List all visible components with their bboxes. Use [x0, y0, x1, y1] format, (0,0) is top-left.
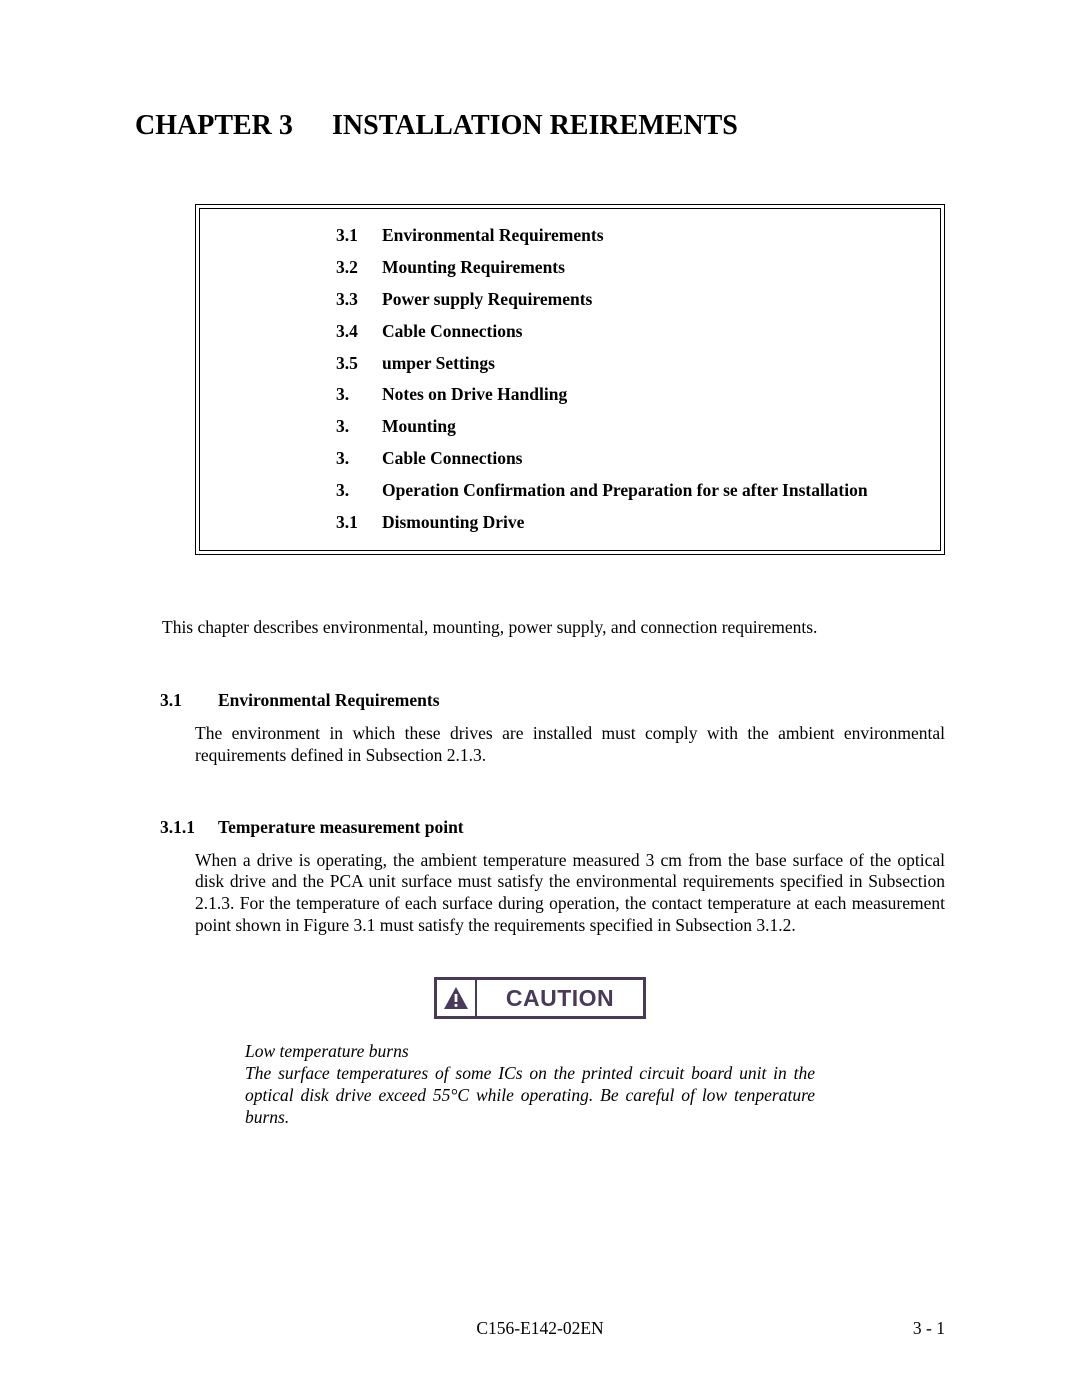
- toc-text: Dismounting Drive: [382, 512, 920, 534]
- caution-note-body: The surface temperatures of some ICs on …: [245, 1063, 815, 1129]
- section-body: The environment in which these drives ar…: [195, 723, 945, 767]
- toc-num: 3.4: [336, 321, 382, 342]
- caution-note-heading: Low temperature burns: [245, 1041, 815, 1063]
- subsection-3-1-1: 3.1.1 Temperature measurement point When…: [135, 817, 945, 938]
- toc-entry: 3.5umper Settings: [220, 353, 920, 375]
- page-footer: C156-E142-02EN 3 - 1: [135, 1318, 945, 1339]
- toc-entry: 3.1Dismounting Drive: [220, 512, 920, 534]
- section-title: Environmental Requirements: [218, 690, 440, 711]
- toc-entry: 3.Mounting: [220, 416, 920, 438]
- toc-text: Mounting: [382, 416, 920, 438]
- footer-page-number: 3 - 1: [913, 1318, 945, 1339]
- toc-entry: 3.Cable Connections: [220, 448, 920, 470]
- caution-label: CAUTION: [477, 985, 643, 1012]
- toc-num: 3.5: [336, 353, 382, 374]
- toc-text: Mounting Requirements: [382, 257, 920, 279]
- toc-entry: 3.1Environmental Requirements: [220, 225, 920, 247]
- toc-num: 3.: [336, 416, 382, 437]
- chapter-heading: INSTALLATION REIREMENTS: [332, 110, 738, 141]
- toc-num: 3.1: [336, 225, 382, 246]
- toc-num: 3.: [336, 384, 382, 405]
- toc-text: Notes on Drive Handling: [382, 384, 920, 406]
- toc-text: Power supply Requirements: [382, 289, 920, 311]
- toc-entry: 3.3Power supply Requirements: [220, 289, 920, 311]
- caution-note: Low temperature burns The surface temper…: [245, 1041, 815, 1129]
- toc-text: Cable Connections: [382, 321, 920, 343]
- toc-num: 3.2: [336, 257, 382, 278]
- toc-entry: 3.Notes on Drive Handling: [220, 384, 920, 406]
- caution-banner: CAUTION: [434, 977, 646, 1019]
- toc-box-inner: 3.1Environmental Requirements 3.2Mountin…: [199, 208, 941, 551]
- toc-text: umper Settings: [382, 353, 920, 375]
- warning-triangle-icon: [437, 980, 477, 1016]
- section-number: 3.1: [160, 690, 218, 711]
- footer-doc-id: C156-E142-02EN: [476, 1318, 603, 1339]
- subsection-body: When a drive is operating, the ambient t…: [195, 850, 945, 938]
- toc-entry: 3.2Mounting Requirements: [220, 257, 920, 279]
- toc-num: 3.: [336, 480, 382, 501]
- toc-text: Operation Confirmation and Preparation f…: [382, 480, 920, 502]
- toc-entry: 3.Operation Confirmation and Preparation…: [220, 480, 920, 502]
- section-3-1: 3.1 Environmental Requirements The envir…: [135, 690, 945, 767]
- toc-num: 3.: [336, 448, 382, 469]
- toc-text: Environmental Requirements: [382, 225, 920, 247]
- chapter-title: CHAPTER 3 INSTALLATION REIREMENTS: [135, 110, 945, 142]
- caution-box: CAUTION: [434, 977, 646, 1019]
- toc-box: 3.1Environmental Requirements 3.2Mountin…: [195, 204, 945, 555]
- intro-text: This chapter describes environmental, mo…: [162, 617, 945, 638]
- toc-entry: 3.4Cable Connections: [220, 321, 920, 343]
- subsection-heading: 3.1.1 Temperature measurement point: [135, 817, 945, 838]
- section-heading: 3.1 Environmental Requirements: [135, 690, 945, 711]
- chapter-label: CHAPTER 3: [135, 110, 325, 142]
- subsection-title: Temperature measurement point: [218, 817, 464, 838]
- toc-num: 3.1: [336, 512, 382, 533]
- subsection-number: 3.1.1: [160, 817, 218, 838]
- toc-num: 3.3: [336, 289, 382, 310]
- toc-text: Cable Connections: [382, 448, 920, 470]
